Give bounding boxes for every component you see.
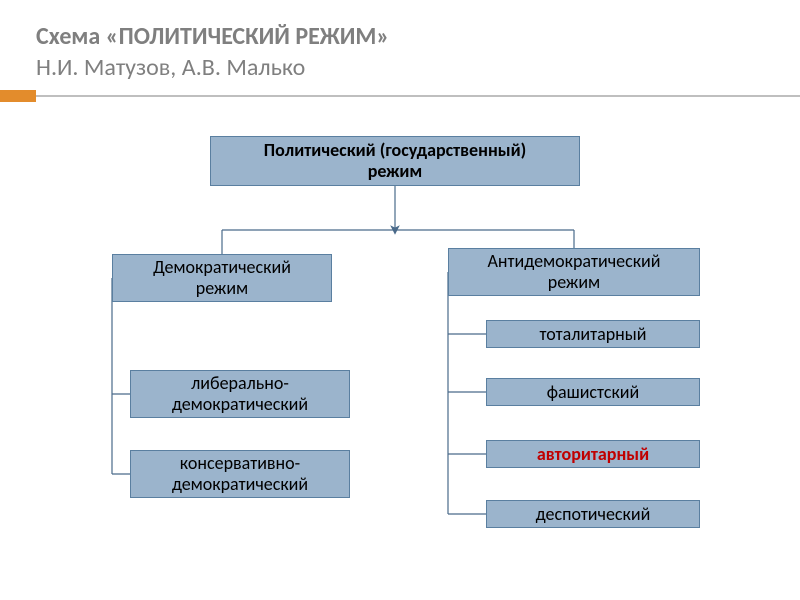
node-right_head: Антидемократическийрежим: [448, 248, 700, 296]
node-right_2: фашистский: [486, 378, 700, 406]
slide-title-sub: Н.И. Матузов, А.В. Малько: [36, 53, 764, 82]
node-left_2: консервативно-демократический: [130, 450, 350, 498]
node-left_head: Демократическийрежим: [112, 254, 332, 302]
node-right_3: авторитарный: [486, 440, 700, 468]
slide-title-main: Схема «ПОЛИТИЧЕСКИЙ РЕЖИМ»: [36, 22, 764, 51]
accent-line: [36, 95, 800, 97]
node-left_1: либерально-демократический: [130, 370, 350, 418]
node-right_1: тоталитарный: [486, 320, 700, 348]
accent-bar: [0, 90, 36, 102]
node-root: Политический (государственный)режим: [210, 136, 580, 186]
slide-title-area: Схема «ПОЛИТИЧЕСКИЙ РЕЖИМ» Н.И. Матузов,…: [0, 0, 800, 86]
node-right_4: деспотический: [486, 500, 700, 528]
